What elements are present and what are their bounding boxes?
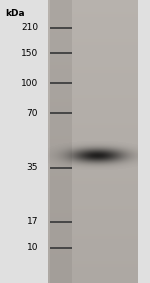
Bar xyxy=(50,27,72,29)
Bar xyxy=(50,82,72,84)
Text: kDa: kDa xyxy=(5,10,25,18)
Bar xyxy=(138,0,150,283)
Bar xyxy=(50,167,72,169)
Text: 210: 210 xyxy=(21,23,38,33)
Text: 100: 100 xyxy=(21,78,38,87)
Bar xyxy=(50,247,72,249)
Text: 150: 150 xyxy=(21,48,38,57)
Bar xyxy=(50,112,72,114)
Bar xyxy=(0,0,48,283)
Text: 10: 10 xyxy=(27,243,38,252)
Text: 35: 35 xyxy=(27,164,38,173)
Bar xyxy=(50,52,72,54)
Text: 17: 17 xyxy=(27,218,38,226)
Text: 70: 70 xyxy=(27,108,38,117)
Bar xyxy=(50,221,72,223)
